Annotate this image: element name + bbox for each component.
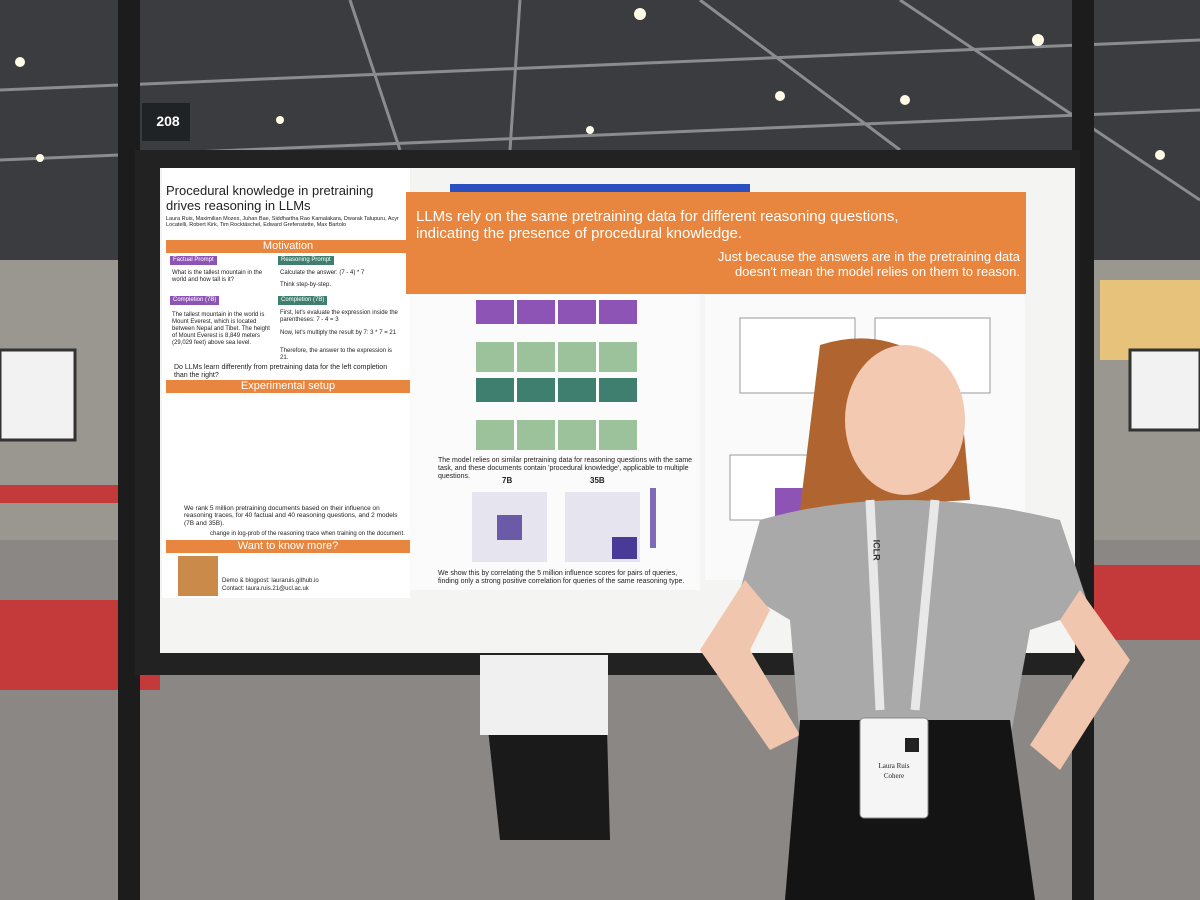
badge-org: Cohere [883, 772, 905, 780]
headline-banner [406, 192, 1026, 294]
subheadline: Just because the answers are in the pret… [717, 249, 1020, 279]
score-note: change in log-prob of the reasoning trac… [210, 531, 405, 537]
other-poster [1128, 348, 1200, 432]
setup-text: We rank 5 million pretraining documents … [184, 505, 398, 527]
completion: Now, let's multiply the result by 7: 3 *… [280, 330, 397, 336]
model-label: 35B [590, 476, 605, 485]
lanyard-brand: ICLR [871, 539, 882, 561]
badge-qr [905, 738, 919, 752]
diagram-nodes [476, 300, 637, 450]
label: Reasoning Prompt [278, 256, 334, 265]
question: Do LLMs learn differently from pretraini… [174, 364, 388, 380]
heatmaps [472, 488, 656, 562]
section-heading: Motivation [166, 240, 410, 253]
arm [700, 580, 800, 750]
finding: The model relies on similar pretraining … [438, 457, 693, 481]
visitor-shirt [480, 655, 608, 735]
badge-name: Laura Ruis [878, 762, 910, 770]
tape [450, 184, 750, 194]
label: Factual Prompt [170, 256, 217, 265]
prompt: What is the tallest mountain in the worl… [172, 270, 263, 283]
prompt: Think step-by-step. [280, 282, 332, 288]
demo-link: Demo & blogpost: lauraruis.github.io [222, 578, 319, 584]
booth-sign [142, 103, 190, 141]
other-poster [0, 348, 77, 442]
section-heading: Experimental setup [166, 380, 410, 393]
completion: The tallest mountain in the world is Mou… [172, 312, 270, 346]
finding: We show this by correlating the 5 millio… [438, 570, 685, 586]
contact: Contact: laura.ruis.21@ucl.ac.uk [222, 586, 309, 592]
shirt [740, 500, 1090, 740]
headline: LLMs rely on the same pretraining data f… [416, 208, 899, 243]
lanyard [865, 499, 940, 711]
prompt: Calculate the answer: (7 - 4) * 7 [280, 270, 365, 276]
completion: First, let's evaluate the expression ins… [280, 310, 398, 323]
trusses [0, 0, 1200, 202]
board-post [118, 0, 140, 900]
poster-title: Procedural knowledge in pretraining driv… [166, 183, 374, 213]
qr-code [178, 556, 218, 596]
model-label: 7B [502, 476, 513, 485]
carpet [0, 485, 140, 503]
label: Completion (7B) [278, 296, 328, 305]
booth-number: 208 [156, 113, 180, 129]
lights [15, 8, 1165, 162]
label: Completion (7B) [170, 296, 220, 305]
completion: Therefore, the answer to the expression … [280, 348, 393, 361]
wall-panel [1100, 280, 1200, 360]
arm [1030, 590, 1130, 770]
poster-authors: Laura Ruis, Maximilian Mozes, Juhan Bae,… [166, 216, 399, 229]
face [845, 345, 965, 495]
section-heading: Want to know more? [166, 540, 410, 553]
